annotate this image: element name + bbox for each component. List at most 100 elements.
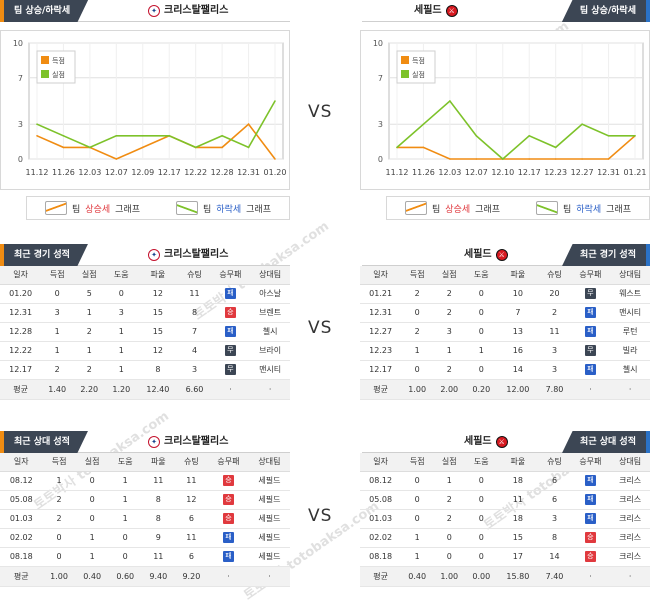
series-line bbox=[36, 123, 276, 160]
x-tick-label: 12.22 bbox=[184, 168, 207, 177]
table-row: 01.21 2 2 0 10 20 무 웨스트 bbox=[360, 284, 650, 304]
table-cell: 1 bbox=[105, 360, 138, 380]
table-cell: 0 bbox=[465, 303, 498, 323]
table-cell: 12.31 bbox=[0, 303, 42, 323]
table-cell: 08.18 bbox=[360, 547, 402, 567]
x-tick-label: 12.07 bbox=[465, 168, 488, 177]
x-tick-label: 01.20 bbox=[264, 168, 287, 177]
result-badge: 승 bbox=[222, 494, 234, 505]
table-cell: 3 bbox=[538, 360, 571, 380]
data-point bbox=[528, 158, 531, 160]
average-cell: 1.40 bbox=[41, 379, 74, 400]
data-point bbox=[528, 135, 531, 137]
table-cell: 웨스트 bbox=[610, 284, 650, 304]
data-point bbox=[449, 100, 451, 102]
trend-chart-svg: 0 3 7 10 11.12 11.26 12.03 12.07 12.09 12.17 12.22… bbox=[13, 39, 287, 177]
table-row: 08.12 0 1 0 18 6 패 크리스 bbox=[360, 471, 650, 491]
table-cell: 14 bbox=[497, 360, 539, 380]
data-point bbox=[554, 158, 557, 160]
result-cell: 패 bbox=[207, 528, 249, 548]
table-cell: 0 bbox=[75, 490, 109, 510]
table-cell: 0 bbox=[401, 509, 434, 529]
vs-label-trend: VS bbox=[308, 102, 333, 122]
table-cell: 14 bbox=[538, 547, 571, 567]
table-cell: 0 bbox=[42, 547, 76, 567]
column-header: 일자 bbox=[360, 266, 402, 285]
table-cell: 0 bbox=[401, 471, 434, 491]
table-cell: 0 bbox=[465, 509, 498, 529]
team-name-left: ✦ 크리스탈팰리스 bbox=[148, 0, 228, 22]
vs-label-h2h: VS bbox=[308, 506, 333, 526]
table-row: 12.22 1 1 1 12 4 무 브라이 bbox=[0, 341, 290, 361]
average-cell: · bbox=[248, 566, 290, 587]
column-header: 상대팀 bbox=[610, 453, 650, 472]
result-badge: 패 bbox=[584, 364, 596, 375]
result-badge: 패 bbox=[222, 532, 234, 543]
result-badge: 패 bbox=[584, 326, 596, 337]
team-name-label: 크리스탈팰리스 bbox=[164, 249, 229, 260]
table-cell: 17 bbox=[497, 547, 539, 567]
column-header: 일자 bbox=[0, 453, 43, 472]
result-cell: 패 bbox=[207, 547, 249, 567]
team-name-label: 세필드 bbox=[414, 5, 442, 16]
h2h-table-left: 일자 득점 실점 도움 파울 슈팅 승무패 상대팀 08.12 1 0 1 11 11 승 세필드 05.08 2… bbox=[0, 453, 290, 587]
table-cell: 0 bbox=[42, 528, 76, 548]
result-badge: 패 bbox=[224, 326, 236, 337]
trend-chart-svg: 0 3 7 10 11.12 11.26 12.03 12.07 12.10 12.17 12.23… bbox=[373, 39, 647, 177]
recent-header-right: 세필드 ⚔ 최근 경기 성적 bbox=[362, 244, 650, 266]
table-cell: 1 bbox=[41, 341, 74, 361]
table-cell: 5 bbox=[73, 284, 106, 304]
y-tick-label: 10 bbox=[13, 39, 23, 48]
result-cell: 패 bbox=[210, 284, 251, 304]
table-cell: 1 bbox=[105, 341, 138, 361]
average-cell: 7.40 bbox=[538, 566, 571, 587]
table-row: 12.31 3 1 3 15 8 승 브렌트 bbox=[0, 303, 290, 323]
result-badge: 승 bbox=[222, 475, 234, 486]
table-cell: 아스날 bbox=[250, 284, 290, 304]
table-cell: 12 bbox=[174, 490, 208, 510]
average-row: 평균 1.00 0.40 0.60 9.40 9.20 · · bbox=[0, 566, 290, 587]
table-cell: 3 bbox=[41, 303, 74, 323]
legend-up-word: 상승세 bbox=[85, 204, 111, 215]
column-header: 파울 bbox=[497, 453, 539, 472]
result-cell: 무 bbox=[570, 341, 611, 361]
column-header: 실점 bbox=[433, 266, 466, 285]
table-cell: 2 bbox=[73, 322, 106, 342]
y-tick-label: 7 bbox=[378, 74, 383, 83]
table-cell: 12 bbox=[137, 341, 179, 361]
data-point bbox=[194, 146, 197, 149]
table-cell: 01.20 bbox=[0, 284, 42, 304]
h2h-header-left: 최근 상대 성적 ✦ 크리스탈팰리스 bbox=[0, 431, 290, 453]
table-cell: 0 bbox=[465, 490, 498, 510]
tab-h2h-right: 최근 상대 성적 bbox=[562, 431, 650, 453]
trend-up-swatch-icon bbox=[45, 201, 68, 215]
result-badge: 패 bbox=[584, 307, 596, 318]
average-cell: 1.00 bbox=[42, 566, 76, 587]
x-tick-label: 12.07 bbox=[105, 168, 128, 177]
table-cell: 크리스 bbox=[610, 547, 650, 567]
column-header: 일자 bbox=[0, 266, 42, 285]
table-cell: 2 bbox=[433, 284, 466, 304]
table-cell: 1 bbox=[433, 341, 466, 361]
x-tick-label: 12.10 bbox=[491, 168, 514, 177]
data-point bbox=[62, 146, 65, 149]
data-point bbox=[475, 158, 478, 160]
data-point bbox=[115, 135, 118, 137]
table-cell: 0 bbox=[433, 547, 466, 567]
vs-label-recent: VS bbox=[308, 318, 333, 338]
table-cell: 08.12 bbox=[0, 471, 43, 491]
y-tick-label: 0 bbox=[378, 155, 383, 164]
table-cell: 12.27 bbox=[360, 322, 402, 342]
average-cell: · bbox=[207, 566, 249, 587]
legend-up: 팀 상승세 그래프 bbox=[405, 201, 500, 215]
x-tick-label: 11.26 bbox=[52, 168, 75, 177]
y-tick-label: 10 bbox=[373, 39, 383, 48]
table-cell: 11 bbox=[538, 322, 571, 342]
average-row: 평균 1.00 2.00 0.20 12.00 7.80 · · bbox=[360, 379, 650, 400]
table-cell: 1 bbox=[105, 322, 138, 342]
series-line bbox=[36, 100, 276, 149]
x-tick-label: 12.09 bbox=[131, 168, 154, 177]
column-header: 슈팅 bbox=[174, 453, 208, 472]
average-cell: 1.20 bbox=[105, 379, 138, 400]
y-tick-label: 3 bbox=[18, 120, 23, 129]
